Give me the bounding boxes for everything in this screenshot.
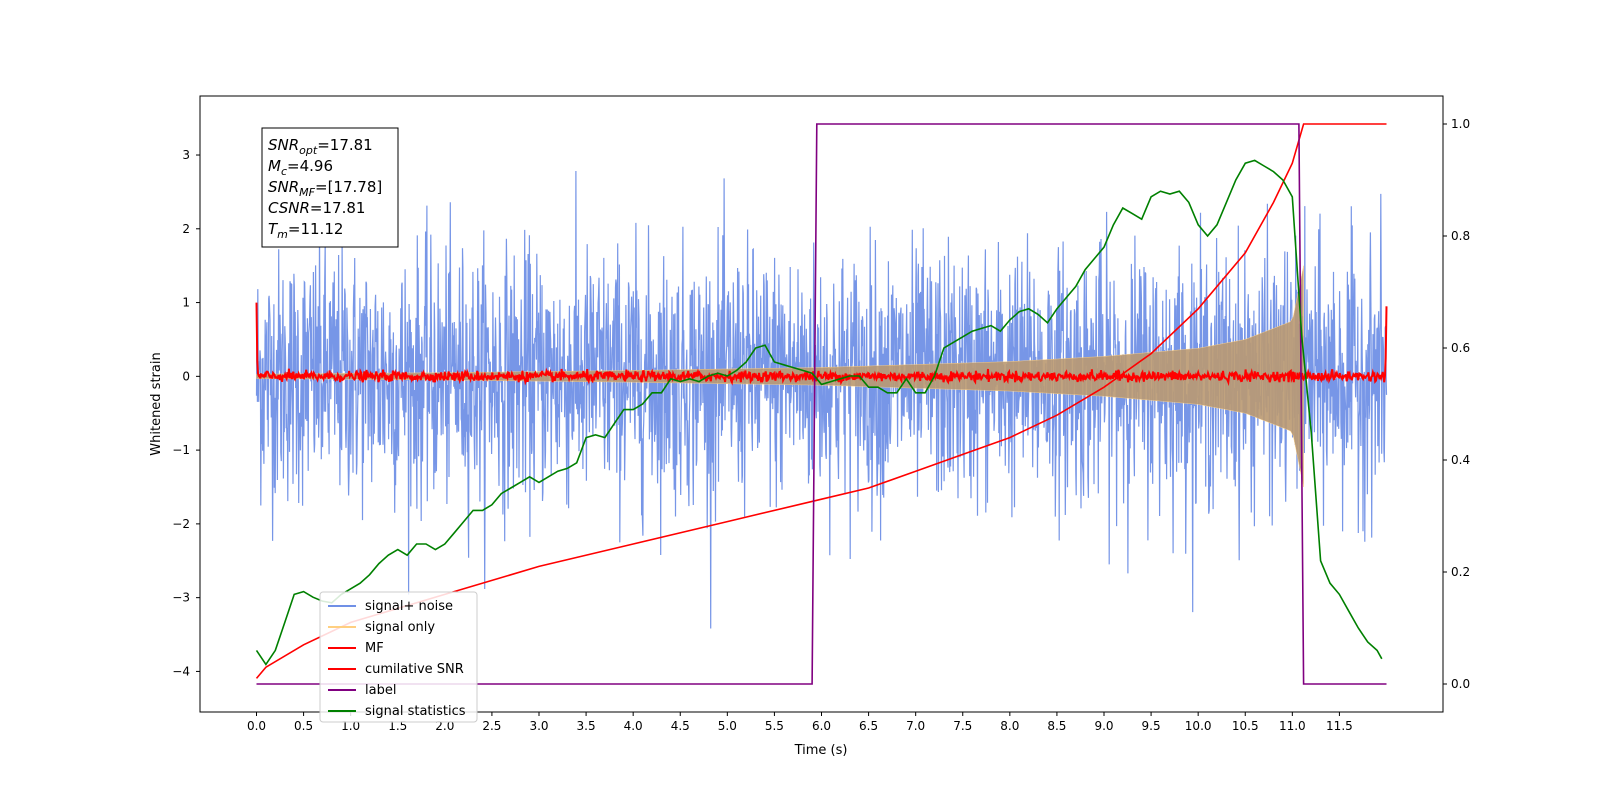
y2-tick-label: 0.8: [1451, 229, 1470, 243]
y-tick-label: 1: [182, 296, 190, 310]
y2-tick-label: 0.4: [1451, 453, 1470, 467]
x-axis-label: Time (s): [794, 743, 848, 758]
y2-tick-label: 0.2: [1451, 565, 1470, 579]
x-tick-label: 4.0: [624, 719, 643, 733]
y-tick-label: −2: [172, 517, 190, 531]
legend-label: signal only: [365, 620, 435, 635]
legend: signal+ noise signal only MF cumilative SNR…: [319, 591, 478, 723]
y-tick-label: −4: [172, 664, 190, 678]
x-tick-label: 8.0: [1000, 719, 1019, 733]
x-tick-label: 3.0: [529, 719, 548, 733]
x-tick-label: 9.5: [1142, 719, 1161, 733]
y-axis-left: −4 −3 −2 −1 0 1 2 3: [172, 148, 200, 678]
x-tick-label: 10.0: [1185, 719, 1212, 733]
annotation-line: CSNR=17.81: [268, 199, 365, 217]
x-tick-label: 9.0: [1094, 719, 1113, 733]
annotation-frame: [261, 127, 399, 248]
legend-label: label: [365, 683, 396, 698]
x-tick-label: 8.5: [1047, 719, 1066, 733]
annotation-box: SNRopt=17.81Mc=4.96SNRMF=[17.78]CSNR=17.…: [261, 127, 399, 248]
y-tick-label: −1: [172, 443, 190, 457]
x-tick-label: 7.5: [953, 719, 972, 733]
x-tick-label: 6.5: [859, 719, 878, 733]
legend-frame: [319, 591, 478, 723]
x-tick-label: 0.0: [247, 719, 266, 733]
annotation-line: Tm=11.12: [268, 220, 343, 241]
x-tick-label: 5.5: [765, 719, 784, 733]
y-tick-label: 3: [182, 148, 190, 162]
x-tick-label: 4.5: [671, 719, 690, 733]
y-tick-label: 2: [182, 222, 190, 236]
y2-tick-label: 0.0: [1451, 677, 1470, 691]
y-axis-label: Whitened strain: [149, 352, 164, 455]
x-tick-label: 11.0: [1279, 719, 1306, 733]
legend-label: signal+ noise: [365, 599, 453, 614]
x-tick-label: 0.5: [294, 719, 313, 733]
annotation-line: Mc=4.96: [268, 157, 333, 178]
series-signal-statistics: [255, 159, 1383, 666]
y-tick-label: −3: [172, 591, 190, 605]
annotation-line: SNRMF=[17.78]: [268, 178, 382, 199]
x-tick-label: 5.0: [718, 719, 737, 733]
x-tick-label: 7.0: [906, 719, 925, 733]
series-label: [256, 123, 1387, 685]
x-tick-label: 6.0: [812, 719, 831, 733]
x-tick-label: 3.5: [577, 719, 596, 733]
y-tick-label: 0: [182, 369, 190, 383]
y2-tick-label: 0.6: [1451, 341, 1470, 355]
legend-label: cumilative SNR: [365, 662, 464, 677]
y2-tick-label: 1.0: [1451, 117, 1470, 131]
x-tick-label: 10.5: [1232, 719, 1259, 733]
y-axis-right: 0.0 0.2 0.4 0.6 0.8 1.0: [1443, 117, 1470, 691]
series-mf: [255, 302, 1388, 387]
x-tick-label: 11.5: [1326, 719, 1353, 733]
annotation-line: SNRopt=17.81: [268, 136, 373, 157]
legend-label: MF: [365, 641, 384, 656]
x-tick-label: 2.5: [482, 719, 501, 733]
legend-label: signal statistics: [365, 704, 466, 719]
